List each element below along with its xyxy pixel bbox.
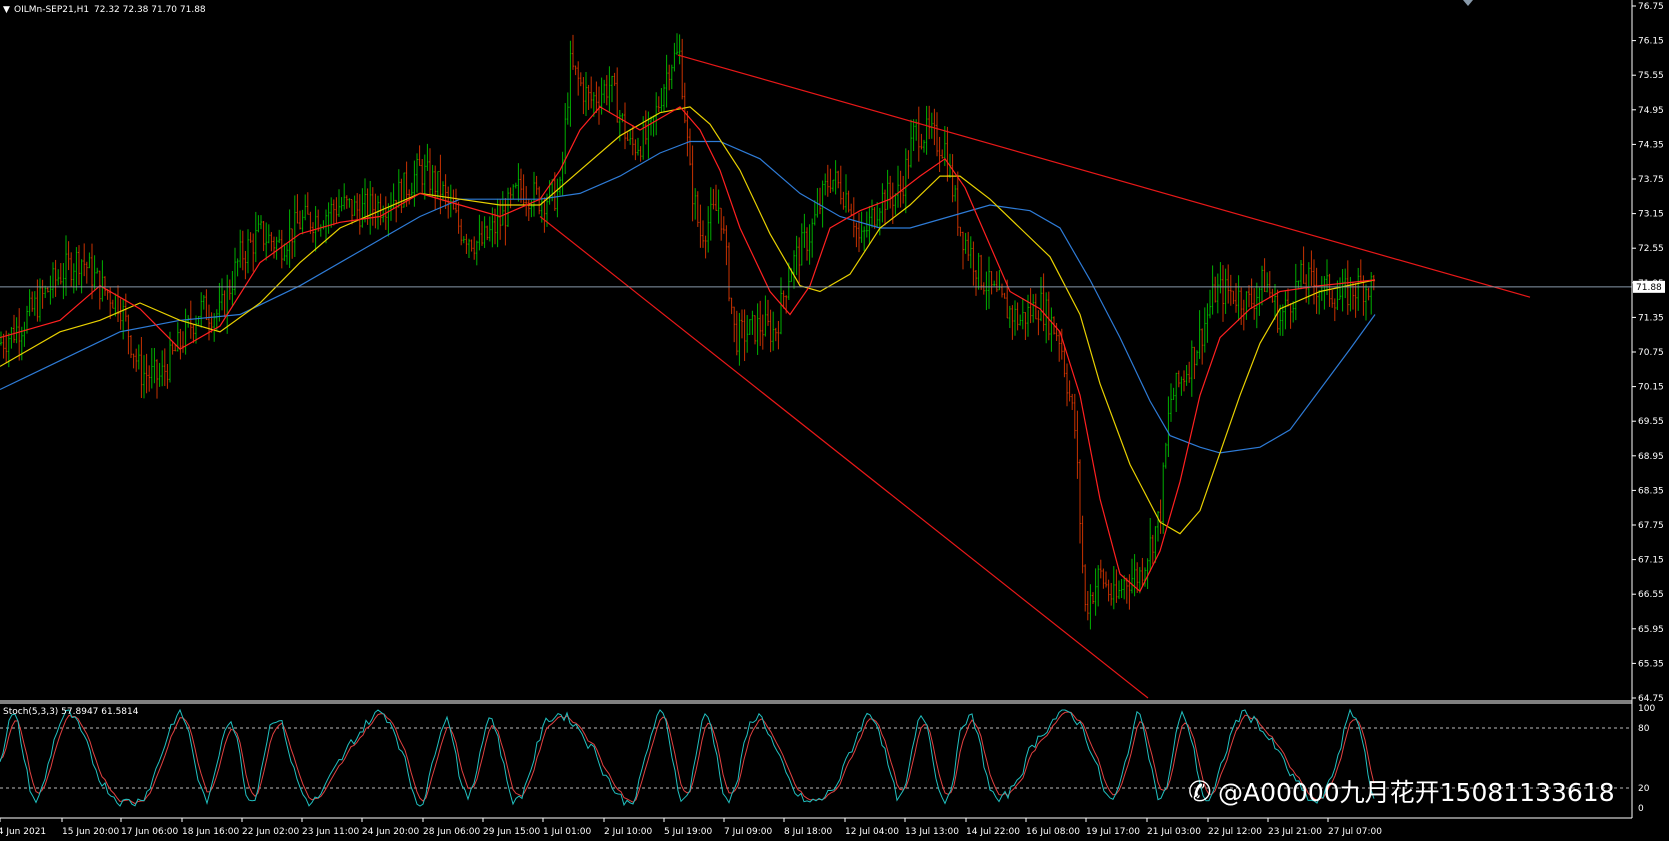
time-tick-label: 14 Jul 22:00: [966, 827, 1020, 837]
time-tick-label: 29 Jun 15:00: [483, 827, 540, 837]
last-price-box: [1633, 280, 1665, 293]
price-tick-label: 68.35: [1638, 486, 1664, 496]
price-tick-label: 70.15: [1638, 383, 1664, 393]
stochastic-pane[interactable]: [0, 708, 1632, 807]
time-tick-label: 21 Jul 03:00: [1147, 827, 1201, 837]
time-tick-label: 24 Jun 20:00: [362, 827, 419, 837]
time-tick-label: 17 Jun 06:00: [121, 827, 178, 837]
watermark-logo-icon: ✆: [1188, 775, 1211, 808]
time-tick-label: 8 Jul 18:00: [784, 827, 833, 837]
price-tick-label: 66.55: [1638, 590, 1664, 600]
price-tick-label: 74.35: [1638, 140, 1664, 150]
price-pane[interactable]: [0, 0, 1632, 699]
time-tick-label: 15 Jun 20:00: [62, 827, 119, 837]
ohlc-readout: 72.32 72.38 71.70 71.88: [94, 5, 206, 15]
price-tick-label: 69.55: [1638, 417, 1664, 427]
chart-title: OILMn-SEP21,H1: [14, 5, 89, 15]
candles: [0, 33, 1375, 630]
price-tick-label: 74.95: [1638, 106, 1664, 116]
price-tick-label: 65.35: [1638, 659, 1664, 669]
price-tick-label: 70.75: [1638, 348, 1664, 358]
time-tick-label: 27 Jul 07:00: [1328, 827, 1382, 837]
ma-red-line: [0, 106, 1376, 593]
stoch-tick-label: 20: [1638, 784, 1650, 794]
time-tick-label: 22 Jun 02:00: [242, 827, 299, 837]
time-tick-label: 1 Jul 01:00: [543, 827, 592, 837]
price-tick-label: 73.15: [1638, 210, 1664, 220]
trendline[interactable]: [539, 216, 1149, 699]
time-tick-label: 16 Jul 08:00: [1026, 827, 1080, 837]
shift-marker-icon[interactable]: [1463, 0, 1473, 6]
stoch-main-line: [0, 708, 1375, 807]
stoch-tick-label: 100: [1638, 704, 1655, 714]
price-tick-label: 67.75: [1638, 521, 1664, 531]
time-tick-label: 2 Jul 10:00: [604, 827, 653, 837]
price-tick-label: 71.35: [1638, 313, 1664, 323]
time-tick-label: 5 Jul 19:00: [664, 827, 713, 837]
price-tick-label: 67.15: [1638, 556, 1664, 566]
price-tick-label: 72.55: [1638, 244, 1664, 254]
price-tick-label: 76.75: [1638, 2, 1664, 12]
time-tick-label: 23 Jul 21:00: [1268, 827, 1322, 837]
chart-title-arrow[interactable]: ▼: [3, 5, 10, 15]
watermark-text: @A00000九月花开15081133618: [1218, 778, 1615, 807]
time-tick-label: 19 Jul 17:00: [1086, 827, 1140, 837]
ma-yellow-line: [0, 106, 1376, 535]
trendline[interactable]: [677, 54, 1531, 298]
last-price-label: 71.88: [1636, 283, 1662, 293]
time-tick-label: 13 Jul 13:00: [905, 827, 959, 837]
price-tick-label: 75.55: [1638, 71, 1664, 81]
stoch-tick-label: 80: [1638, 724, 1650, 734]
stoch-signal-line: [0, 711, 1375, 805]
price-tick-label: 65.95: [1638, 625, 1664, 635]
ma-blue-line: [0, 140, 1376, 454]
time-tick-label: 28 Jun 06:00: [423, 827, 480, 837]
price-tick-label: 76.15: [1638, 37, 1664, 47]
time-tick-label: 14 Jun 2021: [0, 827, 46, 837]
stochastic-title: Stoch(5,3,3) 57.8947 61.5814: [3, 707, 139, 717]
price-tick-label: 73.75: [1638, 175, 1664, 185]
time-tick-label: 22 Jul 12:00: [1208, 827, 1262, 837]
time-tick-label: 7 Jul 09:00: [724, 827, 773, 837]
time-tick-label: 18 Jun 16:00: [182, 827, 239, 837]
time-tick-label: 23 Jun 11:00: [302, 827, 359, 837]
price-tick-label: 68.95: [1638, 452, 1664, 462]
time-tick-label: 12 Jul 04:00: [845, 827, 899, 837]
price-tick-label: 64.75: [1638, 694, 1664, 704]
stoch-tick-label: 0: [1638, 804, 1644, 814]
